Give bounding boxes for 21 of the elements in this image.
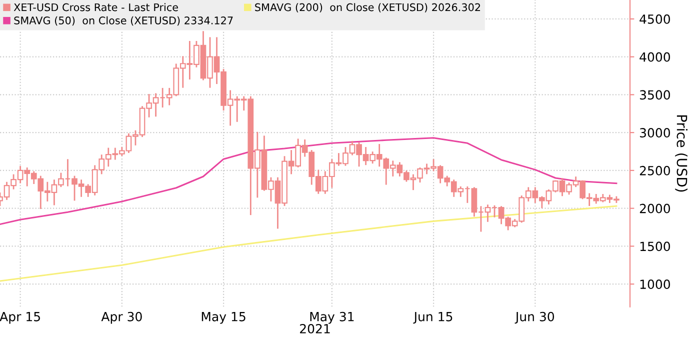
x-tick-label: Jun 15: [413, 312, 452, 324]
legend-label: SMAVG (50) on Close (XETUSD) 2334.127: [14, 16, 233, 26]
y-tick-label: 4500: [640, 14, 670, 24]
y-tick-label: 3000: [640, 128, 670, 138]
y-tick-label: 1000: [640, 280, 670, 289]
x-axis-title: 2021: [300, 324, 330, 334]
y-tick-label: 4000: [640, 52, 670, 62]
line-series: [0, 137, 618, 225]
y-tick-label: 3500: [640, 90, 670, 100]
legend-label: XET-USD Cross Rate - Last Price: [14, 3, 178, 12]
x-tick-label: Apr 30: [101, 312, 142, 324]
x-tick-label: Jun 30: [514, 312, 554, 324]
line-series: [0, 205, 618, 282]
y-tick-label: 2000: [640, 204, 670, 214]
x-tick-label: Apr 15: [0, 312, 40, 324]
legend-label: SMAVG (200) on Close (XETUSD) 2026.302: [255, 3, 480, 12]
y-axis-title: Price (USD): [675, 115, 688, 192]
x-tick-label: May 31: [310, 312, 354, 324]
y-tick-label: 1500: [640, 242, 670, 252]
y-tick-label: 2500: [640, 166, 670, 176]
x-tick-label: May 15: [202, 312, 246, 324]
